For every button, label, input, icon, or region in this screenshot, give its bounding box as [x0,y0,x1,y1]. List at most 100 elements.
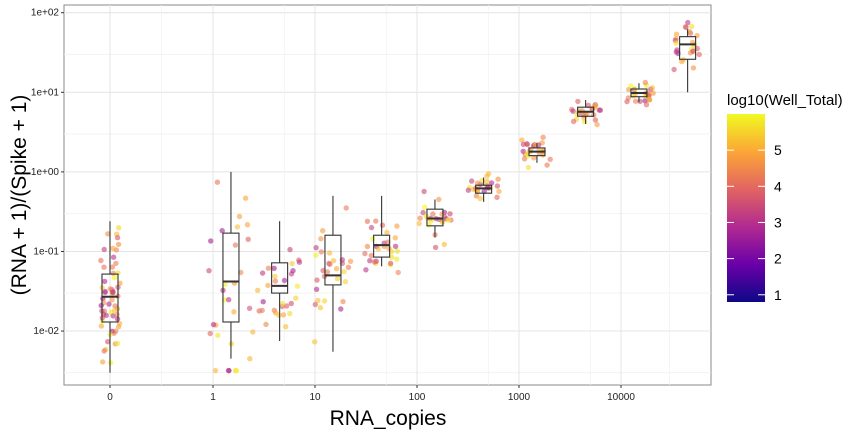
data-point [341,269,347,275]
data-point [386,245,392,252]
data-point [101,264,107,270]
data-point [447,211,453,217]
data-point [215,332,221,338]
box-iqr [101,273,119,323]
data-point [109,297,115,303]
box-iqr [222,232,240,323]
grid-lines [64,5,711,385]
data-point [272,273,278,280]
data-point [265,265,272,271]
data-point [632,98,639,104]
data-point [105,339,111,345]
data-point [495,176,501,182]
legend-ticks: 1 2 3 4 5 [727,142,782,303]
box-iqr [324,234,342,286]
y-axis-ticks: 1e-02 1e-01 1e+00 1e+01 1e+02 [31,8,64,337]
data-point [519,137,525,143]
y-tick-label: 1e+01 [31,87,60,98]
data-point [265,282,271,289]
x-tick-label: 10 [309,392,321,403]
data-point [317,305,324,311]
data-point [394,248,400,254]
data-point [333,266,340,272]
data-point [231,309,237,315]
data-point [293,295,299,301]
data-point [544,162,550,168]
data-point [207,330,213,337]
data-point [494,183,501,189]
data-point [392,235,398,241]
data-point [340,298,346,305]
data-point [321,298,328,304]
data-point [290,268,296,274]
data-point [388,254,395,260]
data-point [436,196,442,203]
data-point [115,324,122,330]
data-point [98,257,104,264]
data-point [289,260,295,267]
data-point [281,277,288,284]
data-point [110,270,117,276]
data-point [570,118,577,125]
data-point [392,243,399,249]
data-point [421,188,427,195]
data-point [363,267,369,273]
data-point [226,297,232,303]
legend-colorbar [727,114,765,302]
data-point [287,246,293,253]
data-point [234,224,241,230]
data-point [110,254,117,260]
x-tick-label: 10000 [607,392,635,403]
data-point [395,269,401,276]
data-point [113,260,119,267]
y-tick-label: 1e+02 [31,8,60,19]
data-point [531,155,537,161]
data-point [685,19,691,26]
data-point [394,256,400,262]
data-point [314,277,320,283]
data-point [110,245,116,251]
data-point [643,102,650,108]
data-point [673,40,679,46]
data-point [473,193,480,199]
data-point [283,324,289,330]
data-point [624,98,630,105]
data-point [649,85,656,91]
data-point [320,228,326,234]
data-point [102,288,108,295]
data-point [673,49,679,55]
data-point [105,231,111,237]
data-point [593,102,599,109]
data-point [575,98,581,105]
data-point [232,242,239,248]
data-point [114,235,121,241]
data-point [364,218,371,224]
data-point [100,359,106,365]
data-point [521,156,528,162]
data-point [387,260,394,266]
data-point [327,261,333,267]
data-point [109,264,116,270]
data-point [280,312,287,318]
data-point [594,121,600,128]
data-point [371,259,378,265]
data-point [379,222,386,228]
data-point [315,297,321,304]
data-point [271,265,277,271]
data-point [597,107,604,113]
data-point [259,307,265,314]
y-tick-label: 1e-02 [33,326,59,337]
data-point [287,310,293,317]
data-point [313,286,320,292]
data-point [272,278,279,284]
data-point [296,259,303,265]
data-point [279,300,286,307]
data-point [474,180,481,186]
data-point [214,179,221,185]
data-point [117,280,123,286]
data-point [524,141,530,147]
data-point [288,300,294,307]
data-point [102,278,108,285]
data-point [690,65,697,71]
